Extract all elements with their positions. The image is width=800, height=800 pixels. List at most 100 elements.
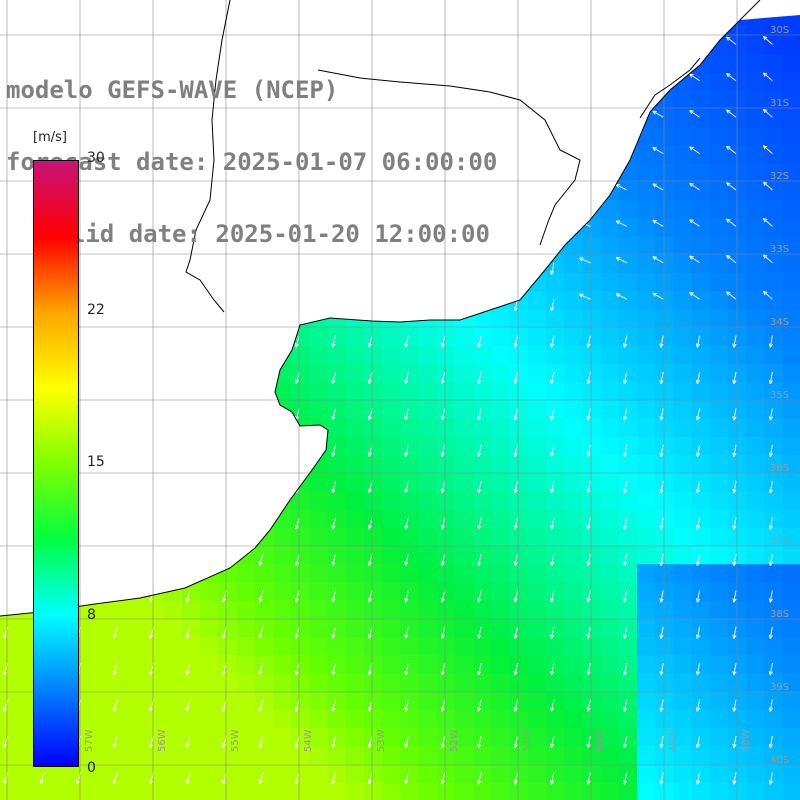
field-cell — [345, 709, 365, 729]
field-cell — [0, 637, 19, 656]
field-cell — [327, 364, 347, 383]
field-cell — [254, 564, 274, 583]
field-cell — [145, 400, 165, 420]
field-cell — [527, 15, 547, 19]
field-cell — [145, 709, 165, 729]
field-cell — [400, 364, 420, 383]
field-cell — [600, 127, 620, 147]
field-cell — [637, 200, 656, 219]
field-cell — [127, 655, 147, 674]
field-cell — [728, 709, 747, 729]
field-cell — [327, 564, 347, 583]
field-cell — [418, 709, 438, 729]
field-cell — [491, 527, 511, 547]
field-cell — [254, 637, 274, 656]
field-cell — [309, 473, 329, 492]
field-cell — [273, 382, 292, 401]
field-cell — [182, 400, 201, 420]
field-cell — [564, 582, 583, 602]
field-cell — [345, 364, 365, 383]
field-cell — [418, 309, 438, 329]
field-cell — [582, 691, 602, 711]
field-cell — [709, 273, 729, 292]
field-cell — [127, 364, 147, 383]
wind-arrow — [623, 772, 628, 785]
field-cell — [637, 582, 656, 602]
wind-arrow — [331, 15, 337, 20]
field-cell — [273, 728, 292, 747]
wind-arrow — [623, 371, 628, 385]
field-cell — [618, 15, 638, 19]
field-cell — [327, 527, 347, 547]
field-cell — [691, 746, 711, 765]
wind-arrow — [112, 444, 118, 457]
field-cell — [582, 72, 602, 92]
wind-arrow — [258, 590, 264, 603]
field-cell — [0, 291, 19, 310]
wind-arrow — [623, 735, 628, 749]
field-cell — [673, 491, 693, 511]
field-cell — [91, 509, 110, 529]
field-cell — [728, 145, 747, 165]
field-cell — [145, 691, 165, 711]
field-cell — [0, 273, 19, 292]
field-cell — [327, 691, 347, 711]
field-cell — [473, 527, 492, 547]
wind-arrow — [550, 117, 555, 130]
field-cell — [364, 15, 383, 19]
field-cell — [182, 728, 201, 747]
wind-arrow — [440, 772, 446, 785]
wind-arrow — [586, 444, 591, 457]
field-cell — [345, 291, 365, 310]
field-cell — [491, 655, 511, 674]
field-cell — [728, 764, 747, 784]
field-cell — [254, 436, 274, 456]
field-cell — [582, 291, 602, 310]
field-cell — [182, 782, 201, 800]
field-cell — [728, 382, 747, 401]
wind-arrow — [185, 663, 191, 676]
field-cell — [382, 491, 401, 511]
wind-arrow — [440, 553, 446, 566]
wind-arrow — [732, 553, 737, 567]
wind-arrow — [477, 408, 482, 421]
field-cell — [309, 546, 329, 565]
field-cell — [400, 309, 420, 329]
wind-arrow — [726, 218, 737, 227]
field-cell — [309, 782, 329, 800]
field-cell — [436, 527, 456, 547]
field-cell — [746, 36, 765, 56]
field-cell — [400, 709, 420, 729]
state-border — [317, 69, 581, 246]
wind-arrow — [690, 1, 700, 8]
latitude-label: 38S — [770, 609, 789, 620]
wind-arrow — [689, 255, 700, 264]
field-cell — [637, 236, 656, 256]
wind-arrow — [732, 772, 737, 785]
wind-arrow — [258, 371, 264, 384]
field-cell — [236, 400, 256, 420]
field-cell — [400, 509, 420, 529]
field-cell — [382, 418, 401, 438]
field-cell — [364, 582, 383, 602]
wind-arrow — [112, 299, 118, 311]
field-cell — [764, 473, 784, 492]
field-cell — [491, 582, 511, 602]
field-cell — [637, 15, 656, 19]
field-cell — [18, 673, 37, 693]
field-cell — [764, 145, 784, 165]
field-cell — [182, 673, 201, 693]
field-cell — [527, 764, 547, 784]
field-cell — [764, 163, 784, 183]
field-cell — [418, 436, 438, 456]
field-cell — [473, 491, 492, 511]
field-cell — [400, 637, 420, 656]
field-cell — [764, 273, 784, 292]
wind-arrow — [550, 663, 555, 676]
field-cell — [691, 15, 711, 19]
field-cell — [509, 746, 529, 765]
field-cell — [709, 345, 729, 365]
field-cell — [546, 15, 565, 19]
field-cell — [327, 728, 347, 747]
field-cell — [600, 618, 620, 638]
